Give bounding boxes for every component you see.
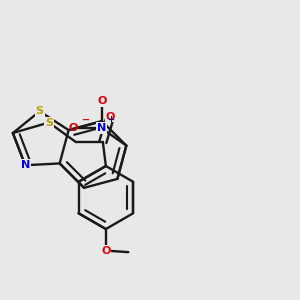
Text: O: O <box>97 96 106 106</box>
Text: +: + <box>106 116 114 124</box>
Text: O: O <box>106 112 115 122</box>
Text: −: − <box>82 114 90 124</box>
Text: S: S <box>36 106 44 116</box>
Text: O: O <box>101 246 110 256</box>
Text: N: N <box>97 123 106 134</box>
Text: S: S <box>45 118 53 128</box>
Text: O: O <box>68 123 78 134</box>
Text: N: N <box>21 160 30 170</box>
